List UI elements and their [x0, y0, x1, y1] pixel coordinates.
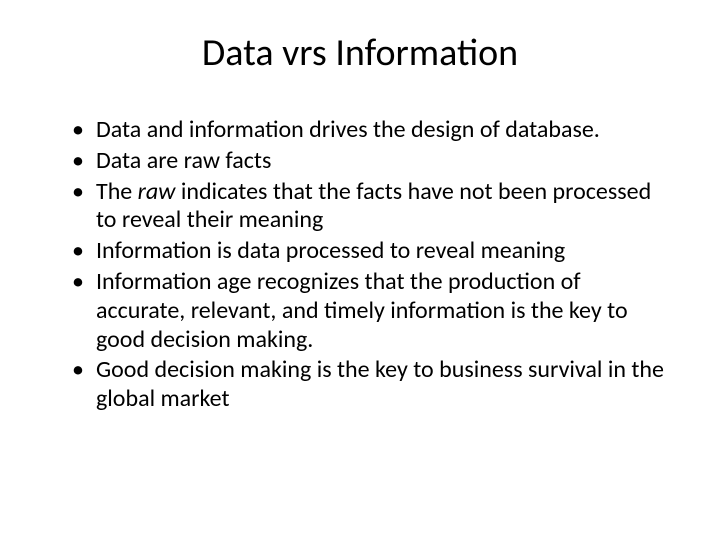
- bullet-list: Data and information drives the design o…: [50, 116, 670, 414]
- bullet-item: The raw indicates that the facts have no…: [78, 178, 670, 236]
- bullet-text-italic: raw: [138, 177, 176, 206]
- bullet-text: Information is data processed to reveal …: [96, 236, 565, 265]
- bullet-item: Data and information drives the design o…: [78, 116, 670, 145]
- bullet-item: Good decision making is the key to busin…: [78, 356, 670, 414]
- bullet-text: Data are raw facts: [96, 146, 271, 175]
- bullet-item: Data are raw facts: [78, 147, 670, 176]
- bullet-text: Good decision making is the key to busin…: [96, 355, 664, 413]
- slide-container: Data vrs Information Data and informatio…: [0, 0, 720, 540]
- bullet-text: Information age recognizes that the prod…: [96, 267, 628, 354]
- bullet-text-before: The: [96, 177, 138, 206]
- slide-title: Data vrs Information: [50, 30, 670, 76]
- bullet-text-after: indicates that the facts have not been p…: [96, 177, 651, 235]
- bullet-item: Information age recognizes that the prod…: [78, 268, 670, 354]
- bullet-item: Information is data processed to reveal …: [78, 237, 670, 266]
- bullet-text: Data and information drives the design o…: [96, 115, 600, 144]
